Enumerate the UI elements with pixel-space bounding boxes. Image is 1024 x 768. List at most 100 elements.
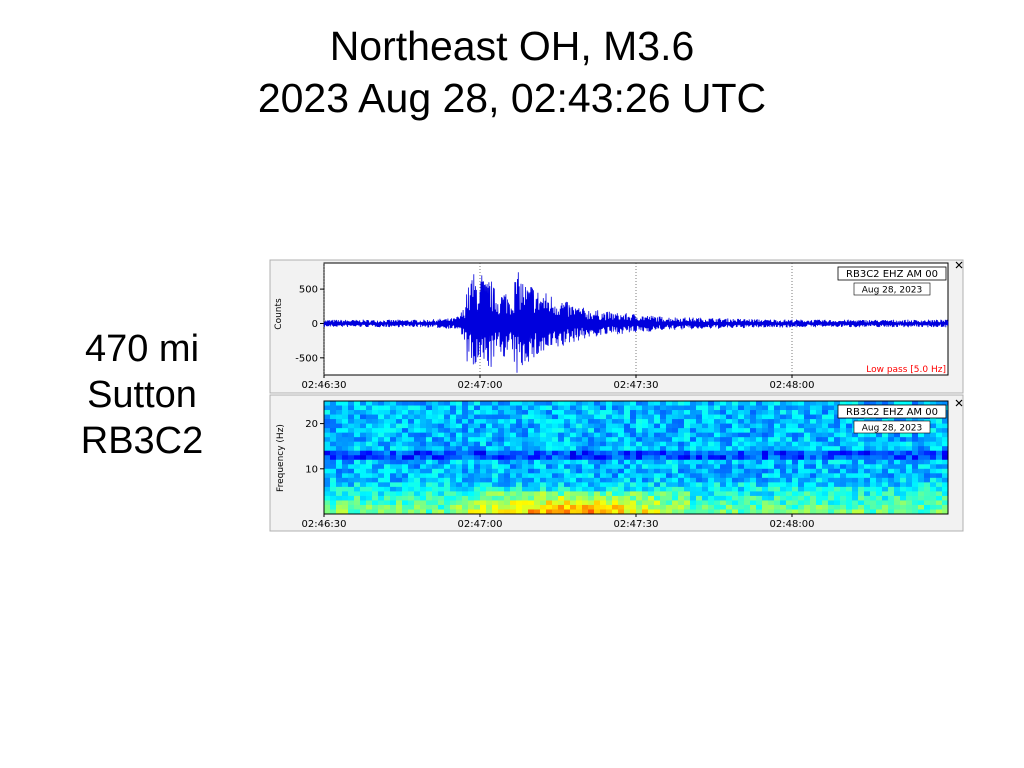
spectrogram-cell [516, 459, 523, 465]
spectrogram-cell [918, 504, 925, 510]
spectrogram-cell [420, 509, 427, 515]
spectrogram-cell [798, 482, 805, 488]
close-icon[interactable] [955, 261, 963, 269]
spectrogram-cell [684, 414, 691, 420]
spectrogram-cell [444, 509, 451, 515]
spectrogram-cell [492, 441, 499, 447]
spectrogram-cell [906, 504, 913, 510]
spectrogram-cell [786, 428, 793, 434]
spectrogram-cell [702, 405, 709, 411]
spectrogram-cell [426, 405, 433, 411]
spectrogram-cell [642, 495, 649, 501]
spectrogram-cell [738, 459, 745, 465]
spectrogram-cell [552, 441, 559, 447]
spectrogram-cell [684, 441, 691, 447]
spectrogram-cell [786, 473, 793, 479]
spectrogram-cell [930, 473, 937, 479]
spectrogram-cell [342, 423, 349, 429]
spectrogram-cell [654, 495, 661, 501]
spectrogram-cell [774, 477, 781, 483]
spectrogram-cell [348, 464, 355, 470]
spectrogram-cell [810, 473, 817, 479]
spectrogram-cell [624, 405, 631, 411]
spectrogram-cell [504, 491, 511, 497]
spectrogram-cell [654, 473, 661, 479]
spectrogram-cell [480, 405, 487, 411]
spectrogram-cell [480, 423, 487, 429]
spectrogram-cell [618, 500, 625, 506]
spectrogram-cell [552, 432, 559, 438]
spectrogram-cell [588, 491, 595, 497]
spectrogram-cell [636, 446, 643, 452]
station-distance: 470 mi [84, 328, 200, 370]
spectrogram-cell [444, 495, 451, 501]
spectrogram-cell [786, 437, 793, 443]
spectrogram-cell [660, 500, 667, 506]
close-icon[interactable] [955, 399, 963, 407]
spectrogram-cell [690, 446, 697, 452]
spectrogram-cell [672, 500, 679, 506]
spectrogram-cell [384, 468, 391, 474]
spectrogram-cell [576, 441, 583, 447]
spectrogram-cell [630, 414, 637, 420]
spectrogram-cell [408, 495, 415, 501]
spectrogram-cell [774, 450, 781, 456]
spectrogram-cell [870, 441, 877, 447]
spectrogram-cell [726, 419, 733, 424]
spectrogram-cell [912, 477, 919, 483]
spectrogram-cell [438, 446, 445, 452]
spectrogram-cell [336, 464, 343, 470]
spectrogram-cell [564, 482, 571, 488]
spectrogram-cell [396, 410, 403, 415]
spectrogram-cell [456, 450, 463, 456]
spectrogram-cell [558, 423, 565, 429]
spectrogram-cell [846, 468, 853, 474]
spectrogram-cell [480, 401, 487, 406]
spectrogram-cell [414, 432, 421, 438]
spectrogram-cell [438, 486, 445, 492]
spectrogram-cell [600, 486, 607, 492]
spectrogram-cell [636, 482, 643, 488]
spectrogram-cell [540, 432, 547, 438]
spectrogram-cell [390, 450, 397, 456]
spectrogram-cell [840, 468, 847, 474]
spectrogram-cell [534, 477, 541, 483]
spectrogram-cell [504, 401, 511, 406]
spectrogram-cell [750, 477, 757, 483]
spectrogram-cell [492, 423, 499, 429]
spectrogram-cell [744, 405, 751, 411]
spectrogram-cell [672, 468, 679, 474]
spectrogram-cell [900, 450, 907, 456]
spectrogram-cell [324, 441, 331, 447]
spectrogram-cell [402, 423, 409, 429]
spectrogram-cell [924, 450, 931, 456]
spectrogram-cell [780, 482, 787, 488]
spectrogram-cell [516, 495, 523, 501]
spectrogram-cell [846, 504, 853, 510]
spectrogram-cell [660, 401, 667, 406]
spectrogram-cell [378, 482, 385, 488]
spectrogram-cell [522, 504, 529, 510]
spectrogram-cell [726, 473, 733, 479]
spectrogram-cell [666, 509, 673, 515]
spectrogram-cell [498, 428, 505, 434]
spectrogram-cell [822, 401, 829, 406]
spectrogram-cell [396, 500, 403, 506]
spectrogram-cell [408, 419, 415, 424]
spectrogram-cell [930, 504, 937, 510]
spectrogram-cell [600, 428, 607, 434]
spectrogram-cell [492, 464, 499, 470]
spectrogram-cell [798, 441, 805, 447]
spectrogram-cell [534, 401, 541, 406]
spectrogram-cell [714, 450, 721, 456]
spectrogram-cell [864, 495, 871, 501]
spectrogram-cell [726, 504, 733, 510]
spectrogram-cell [582, 500, 589, 506]
spectrogram-cell [414, 423, 421, 429]
spectrogram-cell [366, 432, 373, 438]
spectrogram-cell [912, 482, 919, 488]
spectrogram-cell [828, 473, 835, 479]
spectrogram-cell [396, 441, 403, 447]
spectrogram-cell [402, 437, 409, 443]
spectrogram-cell [456, 459, 463, 465]
